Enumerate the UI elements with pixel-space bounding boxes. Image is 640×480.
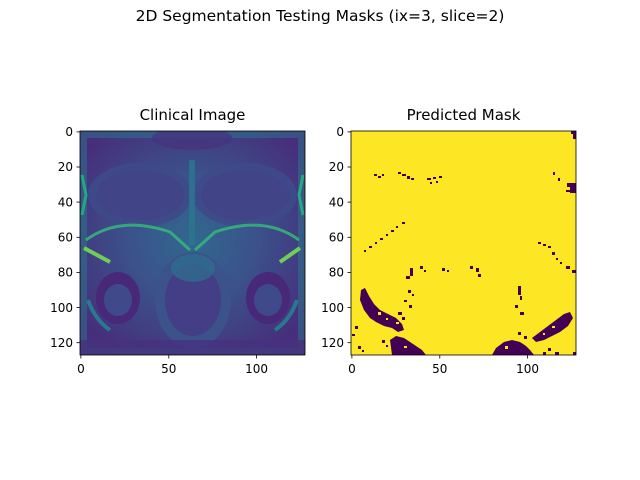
y-tick-label: 20 — [329, 160, 344, 174]
x-tick-label: 100 — [245, 362, 268, 376]
y-tick-label: 100 — [321, 301, 344, 315]
y-tick-label: 20 — [58, 160, 73, 174]
y-tick-label: 120 — [321, 336, 344, 350]
y-tick-label: 0 — [336, 125, 344, 139]
y-tick-label: 60 — [329, 231, 344, 245]
clinical-image-panel: Clinical Image — [50, 106, 306, 376]
y-tick-label: 120 — [50, 336, 73, 350]
y-tick-label: 40 — [329, 195, 344, 209]
y-tick-label: 40 — [58, 195, 73, 209]
y-tick-label: 0 — [65, 125, 73, 139]
figure-suptitle: 2D Segmentation Testing Masks (ix=3, sli… — [135, 7, 505, 25]
x-tick-label: 50 — [432, 362, 447, 376]
clinical-image-heatmap — [80, 131, 305, 355]
y-tick-label: 60 — [58, 231, 73, 245]
predicted-mask-title: Predicted Mask — [407, 106, 521, 124]
y-tick-label: 80 — [329, 266, 344, 280]
predicted-mask-heatmap — [351, 131, 576, 355]
y-tick-label: 80 — [58, 266, 73, 280]
predicted-mask-panel: Predicted Mask — [321, 106, 577, 376]
y-tick-label: 100 — [50, 301, 73, 315]
x-tick-label: 100 — [516, 362, 539, 376]
predicted-mask-frame — [350, 130, 577, 356]
clinical-image-title: Clinical Image — [140, 106, 246, 124]
x-tick-label: 50 — [161, 362, 176, 376]
clinical-image-frame — [79, 130, 306, 356]
x-tick-label: 0 — [77, 362, 85, 376]
x-tick-label: 0 — [348, 362, 356, 376]
